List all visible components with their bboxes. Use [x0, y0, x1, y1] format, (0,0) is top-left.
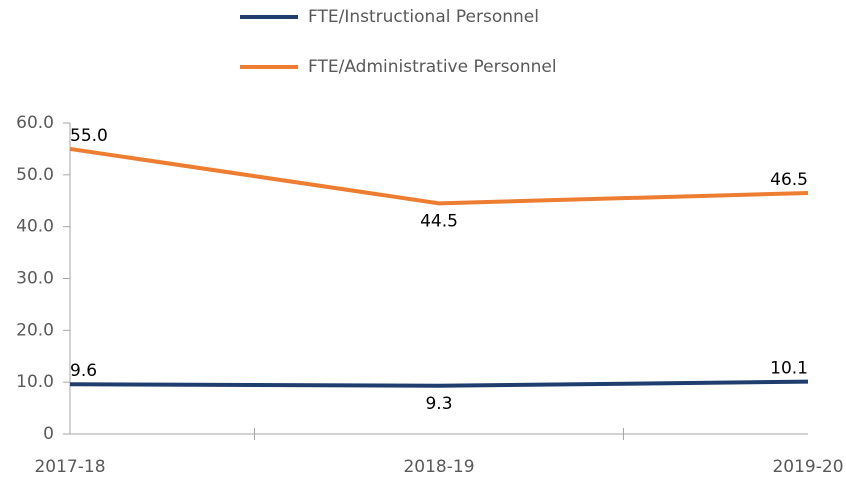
- y-tick-label: 60.0: [16, 113, 54, 133]
- data-label: 44.5: [420, 211, 458, 231]
- y-tick-label: 40.0: [16, 217, 54, 237]
- data-label: 9.6: [70, 361, 97, 381]
- x-tick-label: 2017-18: [34, 457, 105, 477]
- line-series: [69, 379, 809, 388]
- data-label: 55.0: [70, 126, 108, 146]
- legend-label: FTE/Administrative Personnel: [308, 57, 557, 77]
- y-tick-label: 50.0: [16, 165, 54, 185]
- x-tick-label: 2018-19: [403, 457, 474, 477]
- data-label: 10.1: [770, 359, 808, 379]
- y-tick-label: 0: [43, 424, 54, 444]
- y-tick-label: 10.0: [16, 372, 54, 392]
- data-label: 46.5: [770, 170, 808, 190]
- line-series: [69, 146, 809, 206]
- data-label: 9.3: [425, 394, 452, 414]
- y-tick-label: 30.0: [16, 269, 54, 289]
- legend-label: FTE/Instructional Personnel: [308, 7, 539, 27]
- y-tick-label: 20.0: [16, 320, 54, 340]
- x-tick-label: 2019-20: [772, 457, 843, 477]
